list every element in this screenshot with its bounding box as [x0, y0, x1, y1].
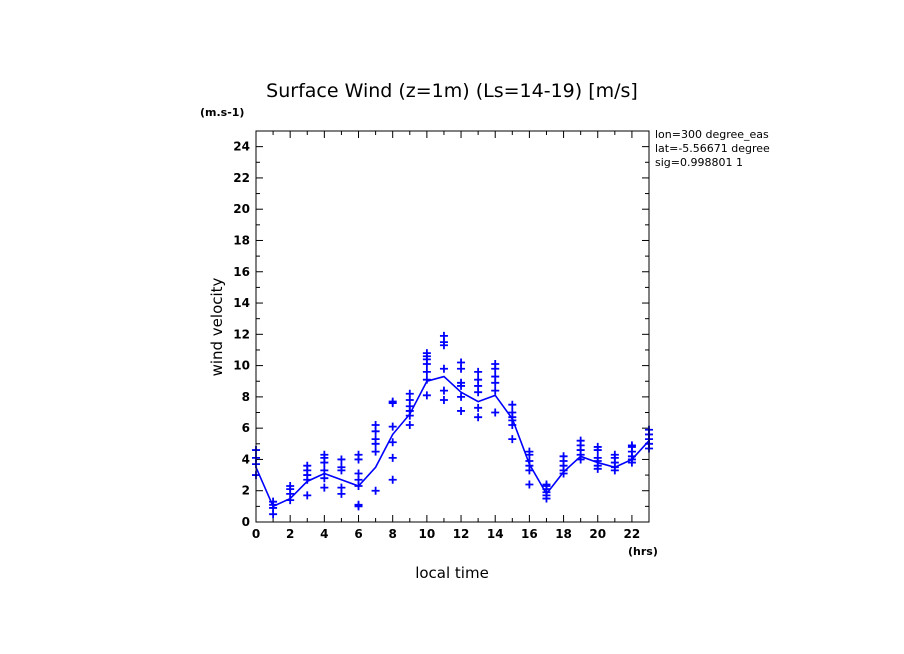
wind-sample-marker	[525, 480, 534, 489]
wind-sample-marker	[474, 367, 483, 376]
wind-sample-marker	[405, 389, 414, 398]
x-tick-label: 0	[252, 527, 260, 541]
wind-sample-marker	[388, 422, 397, 431]
plot-frame	[255, 130, 650, 523]
info-clip-mask	[781, 120, 841, 180]
chart-title: Surface Wind (z=1m) (Ls=14-19) [m/s]	[266, 80, 638, 102]
info-line-lon: lon=300 degree_eas	[655, 128, 769, 141]
mean-wind-line	[255, 375, 650, 508]
wind-sample-marker	[474, 413, 483, 422]
wind-sample-marker	[491, 386, 500, 395]
wind-sample-marker	[508, 435, 517, 444]
wind-sample-marker	[320, 450, 329, 459]
wind-sample-marker	[508, 408, 517, 417]
y-tick-label: 4	[242, 452, 250, 466]
y-tick-label: 10	[233, 359, 250, 373]
wind-sample-marker	[559, 452, 568, 461]
wind-sample-marker	[371, 486, 380, 495]
wind-sample-marker	[337, 455, 346, 464]
wind-sample-marker	[610, 450, 619, 459]
y-tick-label: 6	[242, 421, 250, 435]
x-unit-label: (hrs)	[628, 545, 658, 558]
y-tick-label: 20	[233, 202, 250, 216]
x-tick-label: 22	[624, 527, 641, 541]
wind-sample-marker	[371, 435, 380, 444]
wind-sample-marker	[542, 480, 551, 489]
y-tick-label: 0	[242, 515, 250, 529]
wind-sample-marker	[354, 469, 363, 478]
wind-sample-marker	[422, 349, 431, 358]
wind-sample-marker	[354, 500, 363, 509]
wind-sample-marker	[388, 438, 397, 447]
wind-sample-marker	[457, 358, 466, 367]
wind-sample-marker	[286, 482, 295, 491]
y-tick-label: 24	[233, 140, 250, 154]
wind-sample-marker	[491, 408, 500, 417]
info-line-lat: lat=-5.56671 degree	[655, 142, 770, 155]
wind-sample-marker	[303, 461, 312, 470]
wind-sample-marker	[474, 403, 483, 412]
x-tick-label: 2	[286, 527, 294, 541]
wind-sample-marker	[457, 406, 466, 415]
x-tick-label: 6	[354, 527, 362, 541]
x-tick-label: 16	[521, 527, 538, 541]
wind-sample-marker	[422, 367, 431, 376]
y-tick-label: 18	[233, 233, 250, 247]
x-tick-label: 12	[453, 527, 470, 541]
wind-sample-marker	[439, 386, 448, 395]
wind-sample-marker	[474, 375, 483, 384]
wind-sample-marker	[508, 400, 517, 409]
wind-sample-marker	[422, 375, 431, 384]
y-unit-label: (m.s-1)	[200, 106, 244, 119]
y-tick-label: 12	[233, 327, 250, 341]
wind-sample-marker	[388, 453, 397, 462]
x-axis-label: local time	[415, 564, 489, 582]
wind-sample-marker	[422, 391, 431, 400]
wind-sample-marker	[491, 360, 500, 369]
wind-sample-marker	[303, 491, 312, 500]
wind-sample-marker	[320, 466, 329, 475]
wind-sample-marker	[457, 392, 466, 401]
wind-sample-marker	[593, 442, 602, 451]
wind-sample-marker	[320, 474, 329, 483]
wind-sample-marker	[627, 441, 636, 450]
wind-sample-marker	[388, 397, 397, 406]
wind-sample-marker	[371, 447, 380, 456]
x-tick-label: 8	[389, 527, 397, 541]
x-tick-label: 20	[589, 527, 606, 541]
x-tick-label: 18	[555, 527, 572, 541]
wind-sample-marker	[337, 483, 346, 492]
wind-sample-marker	[439, 364, 448, 373]
y-tick-label: 16	[233, 265, 250, 279]
wind-sample-marker	[320, 483, 329, 492]
info-line-sig: sig=0.998801 1	[655, 156, 743, 169]
y-tick-label: 14	[233, 296, 250, 310]
wind-sample-marker	[388, 475, 397, 484]
wind-sample-marker	[576, 436, 585, 445]
wind-sample-marker	[371, 421, 380, 430]
wind-sample-marker	[593, 453, 602, 462]
wind-sample-marker	[457, 378, 466, 387]
x-tick-label: 10	[419, 527, 436, 541]
wind-sample-marker	[337, 463, 346, 472]
wind-sample-marker	[405, 421, 414, 430]
wind-sample-marker	[269, 497, 278, 506]
y-tick-label: 8	[242, 390, 250, 404]
wind-sample-marker	[439, 396, 448, 405]
wind-sample-marker	[525, 447, 534, 456]
wind-sample-marker	[439, 331, 448, 340]
x-tick-label: 4	[320, 527, 328, 541]
x-tick-label: 14	[487, 527, 504, 541]
plot-area	[252, 331, 653, 519]
y-tick-label: 2	[242, 484, 250, 498]
y-axis-label: wind velocity	[208, 277, 226, 376]
wind-sample-marker	[354, 450, 363, 459]
y-tick-label: 22	[233, 171, 250, 185]
wind-sample-marker	[491, 372, 500, 381]
